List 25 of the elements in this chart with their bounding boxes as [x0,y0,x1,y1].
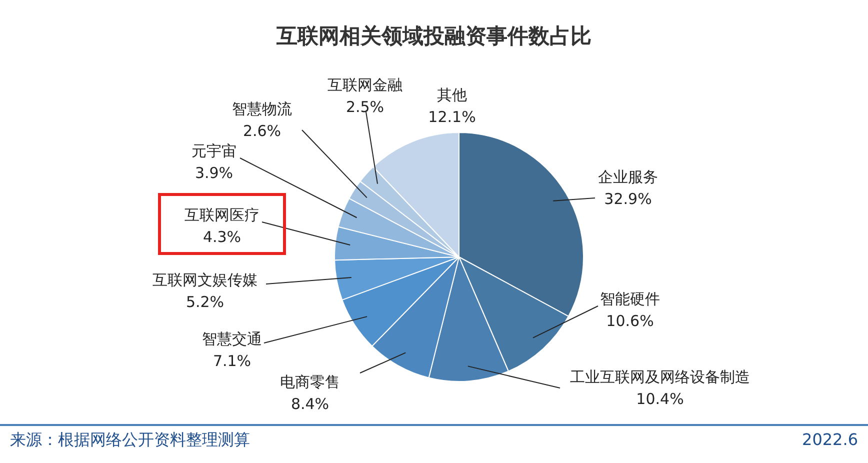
slice-label: 其他 [437,86,467,104]
data-label: 2.5% [346,98,384,116]
data-label: 12.1% [428,108,476,126]
data-label: 3.9% [194,164,234,182]
slice-label: 元宇宙 [192,142,236,160]
text: 2022.6 [802,430,858,449]
slice-label: 智慧物流 [232,100,292,118]
data-label: 4.3% [202,228,242,246]
slice-label: 企业服务 [598,168,658,186]
data-label: 10.6% [606,312,654,330]
slice-label: 工业互联网及网络设备制造 [570,368,750,386]
data-label: 2.6% [242,122,282,140]
data-label: 7.1% [212,352,252,370]
slice-label: 互联网文娱传媒 [152,270,258,289]
slice-label: 智能硬件 [600,290,660,308]
slice-label: 智慧交通 [202,330,262,348]
slice-label: 电商零售 [280,372,340,391]
data-label: 10.4% [636,390,684,408]
source-note: 来源：根据网络公开资料整理测算 [10,430,250,451]
chart-title: 互联网相关领域投融资事件数占比 [276,23,592,50]
data-label: 5.2% [186,292,224,311]
data-label: 32.9% [604,190,652,208]
data-label: 8.4% [290,394,330,413]
slice-label: 互联网医疗 [184,206,260,224]
slice-label: 互联网金融 [328,76,402,94]
